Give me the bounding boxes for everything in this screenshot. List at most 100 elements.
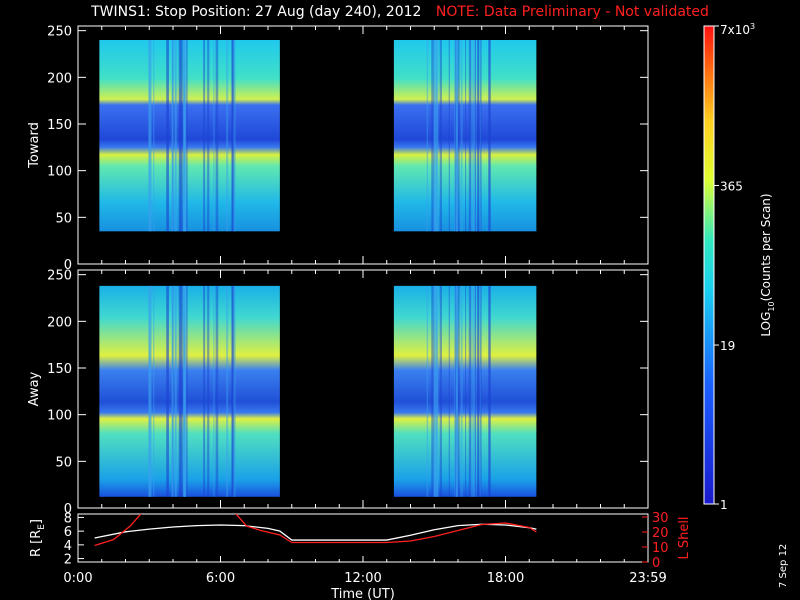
- colorbar: 1 19 365 7x103 LOG10(Counts per Scan): [703, 22, 776, 512]
- streak: [439, 285, 442, 497]
- streaks-1: [148, 285, 236, 497]
- y-tick-label: 0: [64, 502, 72, 517]
- data-segment-1: [99, 285, 280, 497]
- streaks-2: [426, 285, 491, 497]
- streak: [457, 40, 460, 232]
- y-tick-label: 150: [47, 362, 72, 377]
- streak: [480, 40, 482, 232]
- data-segment-2: [393, 40, 537, 232]
- streak: [470, 285, 472, 497]
- streak: [148, 285, 152, 497]
- away-panel: 0 50 100 150 200 250 Away: [27, 269, 649, 517]
- streak: [179, 40, 182, 232]
- y-tick-label: 250: [47, 269, 72, 284]
- streak: [439, 40, 442, 232]
- streak: [207, 40, 210, 232]
- streak: [477, 285, 480, 497]
- toward-panel: 0 50 100 150 200 250 Toward: [27, 25, 649, 273]
- colorbar-gradient: [703, 25, 715, 505]
- streak: [477, 40, 479, 232]
- streak: [460, 285, 463, 497]
- streak: [174, 285, 177, 497]
- y-tick-label: 100: [47, 409, 72, 424]
- r-tick-label: 8: [64, 511, 72, 526]
- streak: [226, 285, 229, 497]
- streak: [167, 40, 169, 232]
- streak: [183, 40, 186, 232]
- streak: [457, 285, 460, 497]
- streak: [183, 40, 186, 232]
- streak: [474, 40, 477, 232]
- streak: [435, 285, 438, 497]
- streak: [455, 285, 459, 497]
- orbit-frame: [77, 513, 649, 563]
- lshell-tick-label: 0: [652, 556, 660, 571]
- streaks-1: [148, 40, 236, 232]
- streak: [465, 285, 467, 497]
- lshell-line: [94, 514, 537, 547]
- streak: [171, 40, 174, 232]
- colorbar-tick-label: 19: [720, 339, 735, 353]
- y-tick-label: 50: [55, 455, 72, 470]
- streak: [203, 285, 206, 497]
- r-tick-label: 6: [64, 525, 72, 540]
- lshell-tick-label: 20: [652, 526, 669, 541]
- streak: [175, 285, 178, 497]
- time-tick-label: 23:59: [629, 571, 666, 586]
- streak: [480, 40, 482, 232]
- colorbar-label: LOG10(Counts per Scan): [759, 193, 776, 336]
- streak: [171, 285, 174, 497]
- streak: [435, 40, 439, 232]
- streak: [435, 40, 438, 232]
- streak: [166, 285, 169, 497]
- colorbar-tick-label: 365: [720, 179, 743, 193]
- y-tick-label: 50: [55, 211, 72, 226]
- y-tick-label: 200: [47, 315, 72, 330]
- y-tick-label: 150: [47, 118, 72, 133]
- streak: [433, 285, 436, 497]
- streak: [472, 40, 474, 232]
- title-text: TWINS1: Stop Position: 27 Aug (day 240),…: [91, 4, 422, 20]
- data-segment-2: [393, 285, 537, 497]
- colorbar-top-label: 7x103: [720, 22, 755, 37]
- streak: [183, 285, 186, 497]
- streak: [183, 285, 185, 497]
- streak: [178, 285, 181, 497]
- streak: [448, 40, 450, 232]
- streak: [431, 285, 434, 497]
- streak: [454, 285, 457, 497]
- streak: [203, 40, 206, 232]
- time-tick-label: 18:00: [487, 571, 524, 586]
- r-tick-label: 4: [64, 539, 72, 554]
- data-segment-1: [99, 40, 280, 232]
- streak: [480, 285, 482, 497]
- streak: [153, 40, 155, 232]
- streak: [435, 285, 439, 497]
- r-tick-label: 2: [64, 553, 72, 568]
- streak: [488, 40, 491, 232]
- streak: [148, 40, 152, 232]
- y-axis-label: Away: [27, 371, 42, 406]
- lshell-axis-label: L Shell: [677, 516, 692, 559]
- streak: [470, 40, 472, 232]
- streak: [186, 40, 188, 232]
- streak: [167, 285, 169, 497]
- streak: [488, 285, 491, 497]
- time-tick-label: 12:00: [344, 571, 381, 586]
- streak: [473, 40, 477, 232]
- chart-title: TWINS1: Stop Position: 27 Aug (day 240),…: [0, 4, 800, 20]
- streak: [148, 285, 152, 497]
- streak: [148, 40, 152, 232]
- streak: [426, 285, 429, 497]
- streak: [426, 40, 429, 232]
- streak: [183, 40, 185, 232]
- streak: [175, 40, 178, 232]
- streak: [232, 285, 236, 497]
- streak: [207, 285, 210, 497]
- streak: [183, 285, 186, 497]
- streak: [231, 285, 235, 497]
- y-tick-label: 250: [47, 25, 72, 40]
- streak: [488, 285, 490, 497]
- streak: [178, 40, 181, 232]
- streak: [472, 285, 474, 497]
